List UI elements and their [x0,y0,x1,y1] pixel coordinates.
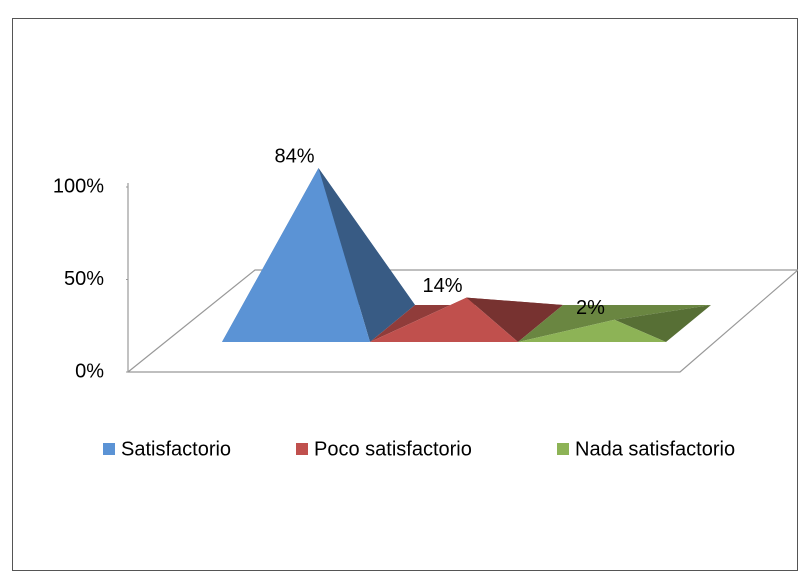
y-tick-label: 100% [53,175,104,197]
legend-swatch [296,443,308,455]
pyramid-front [222,168,370,342]
data-label: 14% [422,275,462,297]
legend-label: Nada satisfactorio [575,438,735,460]
legend-label: Poco satisfactorio [314,438,472,460]
pyramid [518,305,711,342]
pyramid [370,297,563,342]
data-label: 2% [576,297,605,319]
pyramid [222,168,415,342]
floor-outline [127,183,798,373]
legend-label: Satisfactorio [121,438,231,460]
pyramid-back [518,305,711,342]
pyramid-right [318,168,415,342]
data-label: 84% [274,145,314,167]
pyramid-front [518,319,666,342]
legend-swatch [103,443,115,455]
pyramid-right [614,305,711,342]
y-tick-label: 50% [64,268,104,290]
floor [127,183,798,373]
pyramid-back [370,297,563,342]
y-tick-label: 0% [75,360,104,382]
pyramid-front [370,297,518,342]
legend-swatch [557,443,569,455]
pyramid-right [466,297,563,342]
